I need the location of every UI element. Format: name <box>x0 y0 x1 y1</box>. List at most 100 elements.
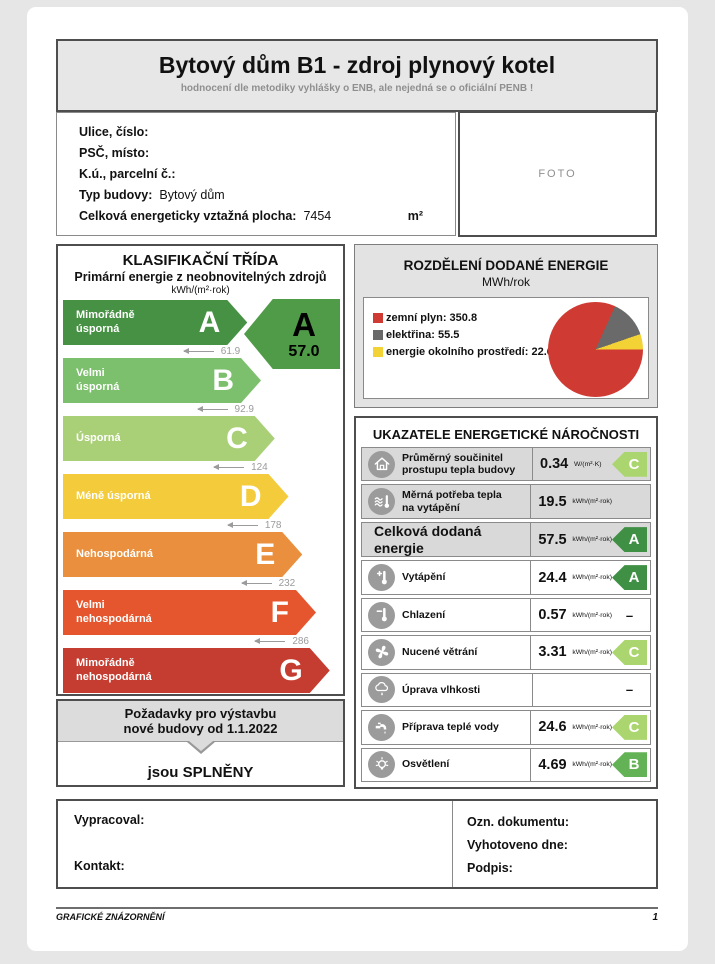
energy-class-band: Mimořádně nehospodárná G <box>63 648 330 693</box>
indicator-label: Nucené větrání <box>402 646 478 659</box>
threshold-value: 92.9 <box>234 404 254 415</box>
indicator-unit: kWh/(m²·rok) <box>572 574 612 582</box>
building-info-box: Ulice, číslo: PSČ, místo: K.ú., parcelní… <box>56 112 456 236</box>
indicator-value: 0.34 <box>540 456 569 473</box>
energy-class-band: Nehospodárná E <box>63 532 302 577</box>
threshold-row: 178 <box>63 519 338 532</box>
requirements-line2: nové budovy od 1.1.2022 <box>123 721 278 736</box>
band-letter: D <box>239 479 262 513</box>
legend-item: zemní plyn: 350.8 <box>373 309 553 326</box>
band-label: Velmi úsporná <box>76 367 120 393</box>
indicator-left: Příprava teplé vody <box>362 711 530 743</box>
title-box: Bytový dům B1 - zdroj plynový kotel hodn… <box>56 39 658 112</box>
indicator-unit: kWh/(m²·rok) <box>572 723 612 731</box>
energy-class-band: Méně úsporná D <box>63 474 289 519</box>
ventilation-icon <box>368 638 395 666</box>
indicator-left: Chlazení <box>362 599 530 631</box>
lighting-icon <box>368 751 395 779</box>
footer-page-number: 1 <box>652 912 658 923</box>
indicator-label: Příprava teplé vody <box>402 721 499 734</box>
indicator-label: Osvětlení <box>402 758 450 771</box>
energy-class-scale: Mimořádně úsporná A 61.9 Velmi úsporná B… <box>63 300 338 693</box>
energy-class-band: Mimořádně úsporná A <box>63 300 247 345</box>
indicator-value: 57.5 <box>538 531 567 548</box>
indicator-value: 3.31 <box>538 644 567 661</box>
band-label: Méně úsporná <box>76 489 151 502</box>
band-letter: G <box>279 653 303 687</box>
field-label: Typ budovy: <box>79 188 153 202</box>
indicator-right: 24.6 kWh/(m²·rok) C <box>530 711 650 744</box>
building-info-row: Ulice, číslo: <box>79 125 455 146</box>
humidity-icon <box>368 676 395 704</box>
band-label: Mimořádně úsporná <box>76 309 135 335</box>
indicator-row: Nucené větrání 3.31 kWh/(m²·rok) C <box>361 635 651 670</box>
indicator-value: 24.4 <box>538 569 567 586</box>
heating-demand-icon <box>368 488 395 516</box>
requirements-header: Požadavky pro výstavbu nové budovy od 1.… <box>58 701 343 754</box>
threshold-marker: 92.9 <box>158 404 254 415</box>
indicator-label: Průměrný součinitel prostupu tepla budov… <box>402 451 516 477</box>
field-value: 7454 <box>303 209 332 223</box>
threshold-row: 232 <box>63 577 338 590</box>
cooling-icon <box>368 601 395 629</box>
indicator-left: Vytápění <box>362 561 530 593</box>
indicator-label: Celková dodaná energie <box>374 522 482 556</box>
threshold-marker: 178 <box>186 520 282 531</box>
requirements-line1: Požadavky pro výstavbu <box>124 706 277 721</box>
indicator-left: Nucené větrání <box>362 636 530 668</box>
classification-subtitle: Primární energie z neobnovitelných zdroj… <box>74 270 327 284</box>
legend-swatch <box>373 329 383 340</box>
indicator-label: Vytápění <box>402 571 446 584</box>
signoff-left-column: Vypracoval: Kontakt: <box>58 801 452 887</box>
rating-value: 57.0 <box>288 342 320 360</box>
field-label: Ulice, číslo: <box>79 125 149 139</box>
band-letter: E <box>255 537 276 571</box>
energy-split-unit: MWh/rok <box>482 275 530 289</box>
band-label: Úsporná <box>76 431 121 444</box>
indicators-rows: Průměrný součinitel prostupu tepla budov… <box>361 447 651 782</box>
heating-icon <box>368 564 395 592</box>
field-value: Bytový dům <box>159 188 225 202</box>
energy-class-band: Úsporná C <box>63 416 275 461</box>
threshold-value: 232 <box>278 578 296 589</box>
issue-date-label: Vyhotoveno dne: <box>467 838 568 852</box>
field-label: PSČ, místo: <box>79 146 150 160</box>
band-letter: F <box>270 595 289 629</box>
classification-unit: kWh/(m²·rok) <box>171 285 230 296</box>
hot-water-icon <box>368 713 395 741</box>
footer-bar: GRAFICKÉ ZNÁZORNĚNÍ 1 <box>56 912 658 923</box>
contact-label: Kontakt: <box>74 859 125 873</box>
threshold-row: 61.9 <box>63 345 338 358</box>
signoff-right-column: Ozn. dokumentu: Vyhotoveno dne: Podpis: <box>452 801 656 887</box>
indicator-unit: W/(m²·K) <box>574 460 602 468</box>
energy-split-title: ROZDĚLENÍ DODANÉ ENERGIE <box>403 258 609 273</box>
legend-swatch <box>373 346 383 357</box>
page-title: Bytový dům B1 - zdroj plynový kotel <box>158 52 556 78</box>
photo-placeholder-label: FOTO <box>538 168 577 180</box>
band-label: Velmi nehospodárná <box>76 599 152 625</box>
legend-label: zemní plyn: 350.8 <box>386 311 478 324</box>
threshold-row: 286 <box>63 635 338 648</box>
pie-legend: zemní plyn: 350.8 elektřina: 55.5 energi… <box>373 309 553 360</box>
indicator-unit: kWh/(m²·rok) <box>572 648 612 656</box>
classification-title: KLASIFIKAČNÍ TŘÍDA <box>122 252 279 269</box>
left-arrow-icon <box>213 464 245 470</box>
field-label: K.ú., parcelní č.: <box>79 167 176 181</box>
pointer-triangle <box>188 741 213 751</box>
building-info-row: Celková energeticky vztažná plocha: 7454… <box>79 209 455 230</box>
indicator-right: 24.4 kWh/(m²·rok) A <box>530 561 650 594</box>
legend-label: energie okolního prostředí: 22.6 <box>386 345 553 358</box>
threshold-row: 124 <box>63 461 338 474</box>
indicator-row: Celková dodaná energie 57.5 kWh/(m²·rok)… <box>361 521 651 558</box>
class-arrow-c: C <box>612 639 647 665</box>
class-arrow-a: A <box>612 565 647 591</box>
indicator-right: 0.34 W/(m²·K) C <box>532 448 650 481</box>
class-none: – <box>625 682 634 698</box>
legend-swatch <box>373 312 383 323</box>
building-info-row: PSČ, místo: <box>79 146 455 167</box>
indicator-unit: kWh/(m²·rok) <box>572 536 612 544</box>
requirements-result: jsou SPLNĚNY <box>147 764 254 781</box>
field-label: Celková energeticky vztažná plocha: <box>79 209 297 223</box>
threshold-marker: 286 <box>213 636 309 647</box>
threshold-value: 124 <box>251 462 268 473</box>
